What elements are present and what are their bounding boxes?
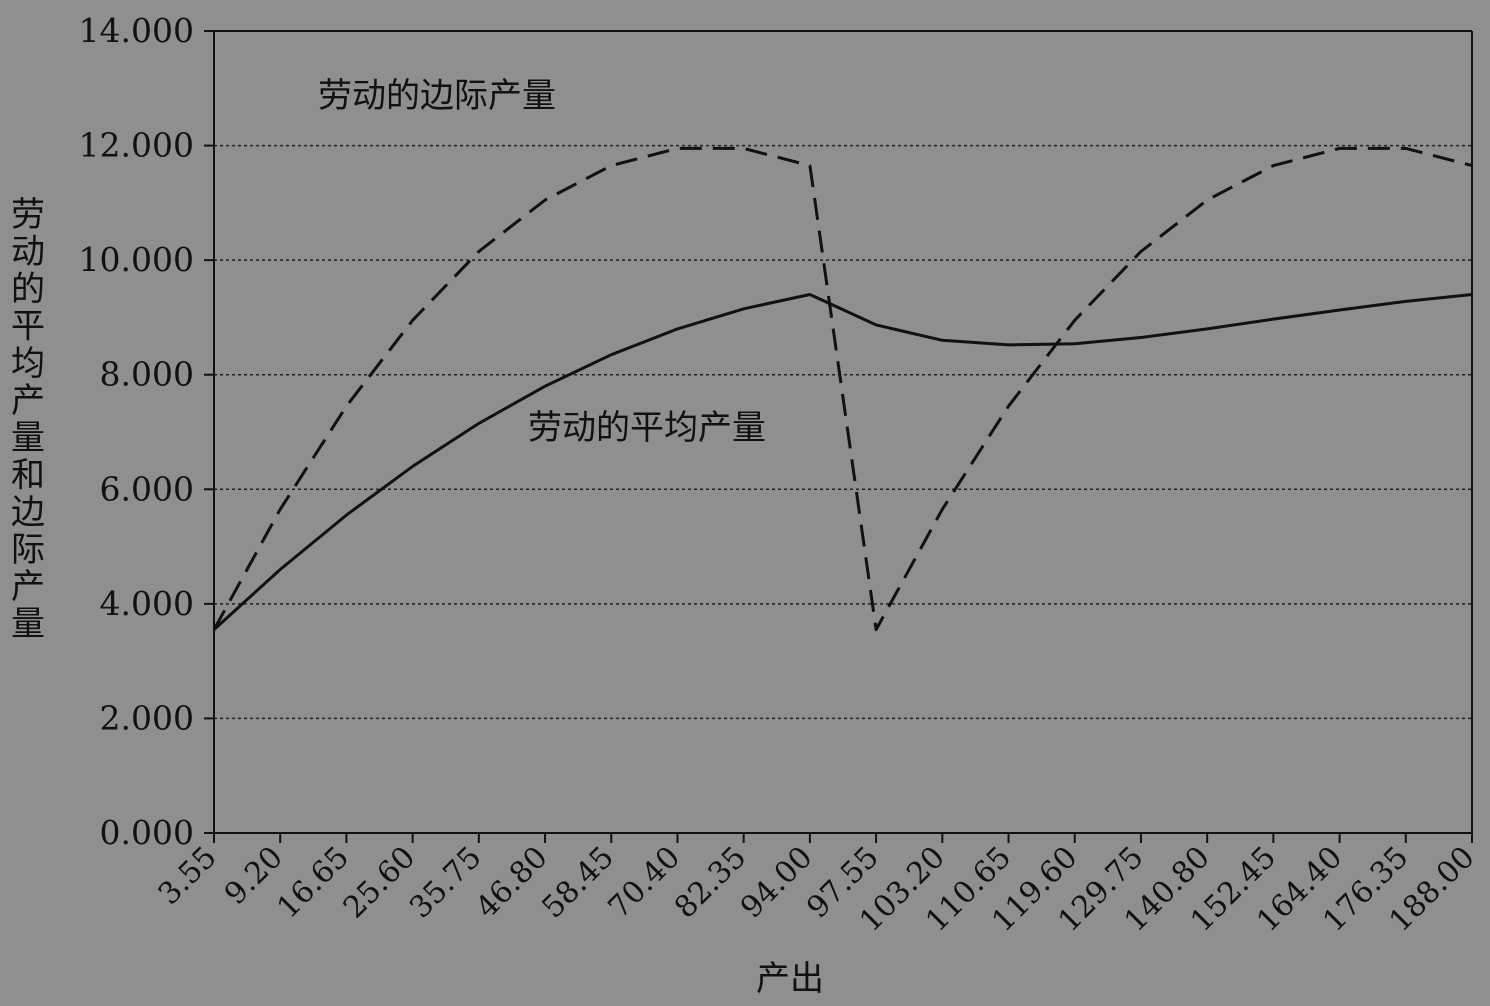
y-axis-title-char: 量 (11, 418, 45, 458)
y-tick-label-3: 6.000 (100, 469, 194, 508)
y-tick-label-7: 14.000 (79, 11, 194, 50)
y-tick-label-6: 12.000 (79, 126, 194, 165)
y-axis-title-char: 产 (11, 567, 45, 607)
y-axis-title-char: 劳 (11, 195, 45, 235)
grid-lines (214, 144, 1472, 720)
y-tick-label-0: 0.000 (100, 813, 194, 852)
axis-titles: 产出 劳动的平均产量和边际产量 (11, 195, 824, 999)
y-tick-label-5: 10.000 (79, 240, 194, 279)
x-tick-label-3: 25.60 (337, 840, 422, 925)
y-axis-title-char: 动 (11, 232, 45, 272)
y-axis-title: 劳动的平均产量和边际产量 (11, 195, 45, 644)
y-tick-label-2: 4.000 (100, 584, 194, 623)
series-lines (212, 146, 1473, 632)
y-axis-title-char: 的 (11, 269, 45, 309)
x-tick-labels: 3.559.2016.6525.6035.7546.8058.4570.4082… (152, 840, 1482, 939)
x-axis-title: 产出 (756, 959, 824, 999)
y-axis-title-char: 量 (11, 604, 45, 644)
y-axis-title-char: 际 (11, 530, 45, 570)
x-tick-label-8: 82.35 (668, 840, 753, 925)
annotations: 劳动的边际产量 劳动的平均产量 (318, 76, 766, 448)
y-axis-title-char: 和 (11, 455, 45, 495)
annotation-average-product: 劳动的平均产量 (528, 408, 766, 448)
series-line-0 (212, 146, 1473, 632)
axes (204, 30, 1473, 843)
y-axis-title-char: 产 (11, 381, 45, 421)
x-tick-label-7: 70.40 (602, 840, 687, 925)
x-tick-label-2: 16.65 (271, 840, 356, 925)
y-tick-label-1: 2.000 (100, 698, 194, 737)
x-tick-label-5: 46.80 (469, 840, 554, 925)
y-axis-title-char: 边 (11, 493, 45, 533)
y-axis-title-char: 平 (11, 307, 45, 347)
x-tick-label-6: 58.45 (535, 840, 620, 925)
annotation-marginal-product: 劳动的边际产量 (318, 76, 556, 116)
x-tick-label-4: 35.75 (403, 840, 488, 925)
x-tick-label-9: 94.00 (734, 840, 819, 925)
y-tick-label-4: 8.000 (100, 355, 194, 394)
y-axis-title-char: 均 (11, 344, 45, 384)
series-line-1 (212, 293, 1473, 631)
y-tick-labels: 0.000 2.000 4.000 6.000 8.000 10.000 12.000 14.… (79, 11, 194, 852)
